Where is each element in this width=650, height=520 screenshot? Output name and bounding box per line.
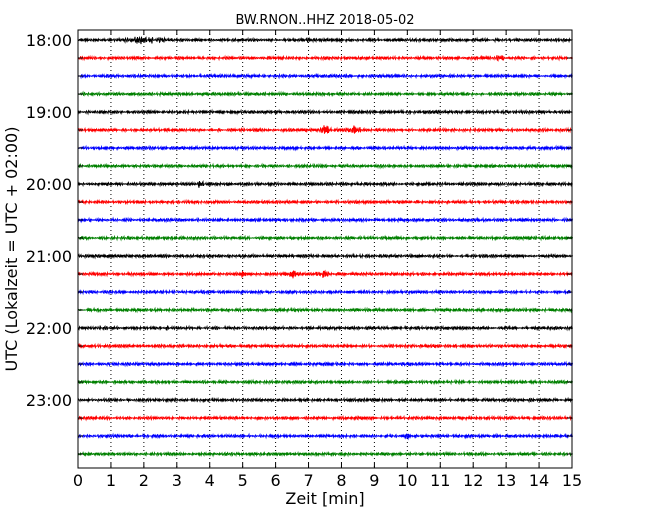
- y-tick-label: 21:00: [26, 247, 72, 266]
- trace-line: [77, 252, 573, 260]
- y-tick-label: 23:00: [26, 391, 72, 410]
- chart-title: BW.RNON..HHZ 2018-05-02: [235, 13, 414, 28]
- trace-group: [77, 35, 573, 458]
- y-axis: 18:00 19:00 20:00 21:00 22:00 23:00: [26, 31, 572, 455]
- trace-line: [77, 306, 573, 314]
- x-tick-label: 11: [430, 471, 450, 490]
- x-tick-label: 9: [369, 471, 379, 490]
- trace-line: [77, 198, 573, 206]
- y-tick-label: 19:00: [26, 103, 72, 122]
- trace-line: [77, 35, 573, 45]
- x-tick-label: 6: [271, 471, 281, 490]
- trace-line: [77, 360, 573, 368]
- trace-line: [77, 324, 573, 332]
- y-tick-label: 22:00: [26, 319, 72, 338]
- x-tick-label: 1: [106, 471, 116, 490]
- x-tick-label: 15: [562, 471, 582, 490]
- x-tick-label: 7: [303, 471, 313, 490]
- trace-line: [77, 234, 573, 242]
- trace-line: [77, 125, 573, 134]
- x-tick-label: 12: [463, 471, 483, 490]
- x-tick-label: 0: [73, 471, 83, 490]
- trace-line: [78, 342, 573, 350]
- trace-line: [78, 432, 573, 441]
- trace-line: [77, 269, 573, 279]
- trace-line: [77, 90, 573, 98]
- x-tick-label: 2: [139, 471, 149, 490]
- plot-frame: [77, 29, 573, 469]
- x-tick-label: 5: [238, 471, 248, 490]
- trace-line: [77, 144, 573, 152]
- trace-line: [77, 378, 573, 386]
- trace-line: [77, 179, 573, 188]
- x-tick-label: 3: [172, 471, 182, 490]
- y-axis-label: UTC (Lokalzeit = UTC + 02:00): [2, 127, 21, 372]
- x-tick-label: 4: [205, 471, 215, 490]
- x-tick-label: 14: [529, 471, 549, 490]
- x-tick-label: 10: [397, 471, 417, 490]
- y-tick-label: 18:00: [26, 31, 72, 50]
- trace-line: [77, 450, 573, 458]
- x-tick-label: 8: [336, 471, 346, 490]
- x-axis-label: Zeit [min]: [285, 489, 364, 508]
- trace-line: [77, 108, 573, 116]
- trace-line: [77, 396, 573, 404]
- x-tick-label: 13: [496, 471, 516, 490]
- trace-line: [77, 216, 573, 224]
- trace-line: [77, 288, 573, 296]
- trace-line: [78, 414, 573, 422]
- x-axis: 0 1 2 3 4 5 6 7 8 9 10 11 12 13 14 15: [73, 30, 582, 490]
- trace-line: [77, 72, 573, 80]
- trace-line: [77, 54, 573, 62]
- y-tick-label: 20:00: [26, 175, 72, 194]
- trace-line: [77, 162, 573, 170]
